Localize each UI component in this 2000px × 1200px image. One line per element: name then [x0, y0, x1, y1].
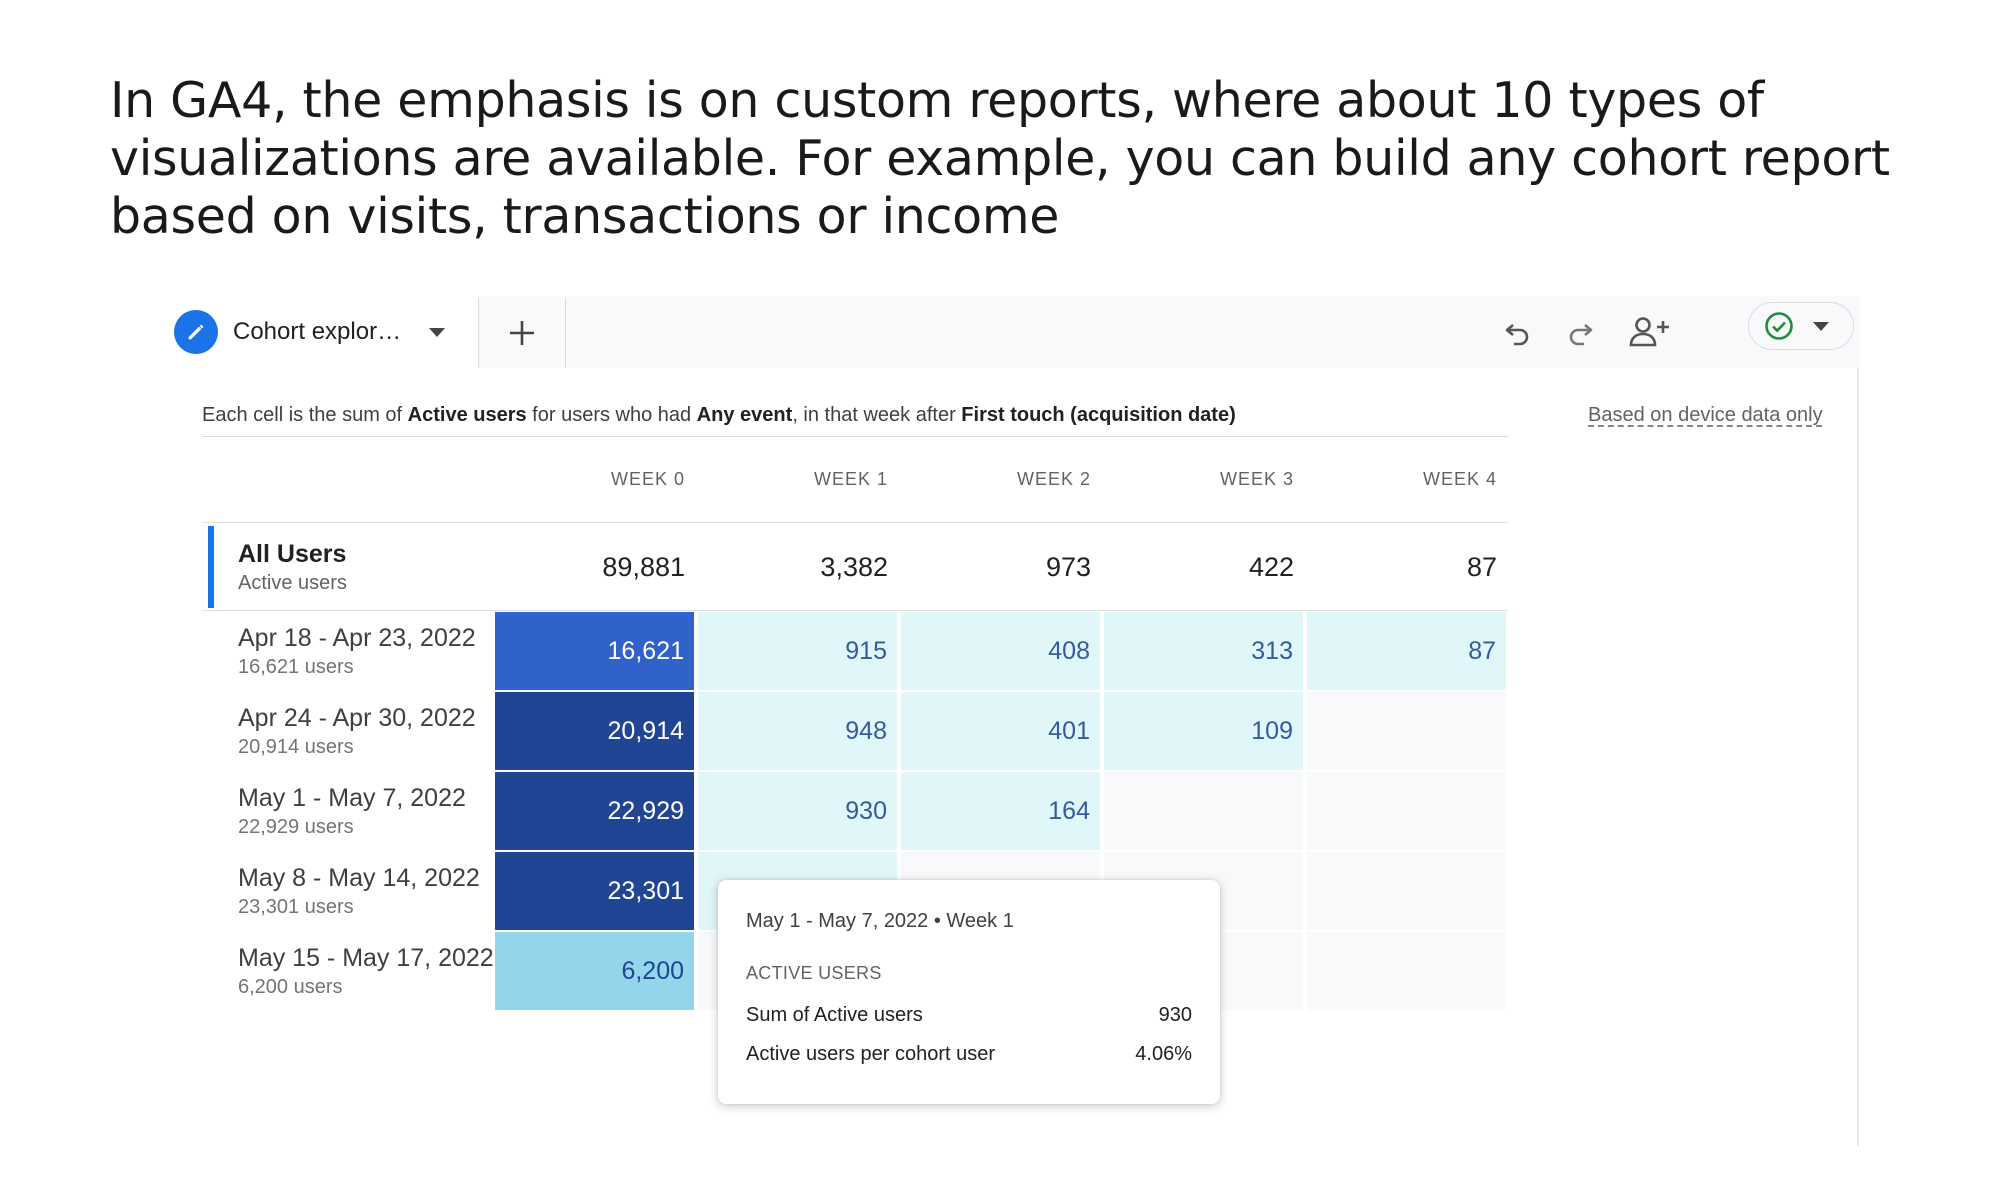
tooltip-row-value: 930: [1158, 1004, 1192, 1026]
caption-metric: Active users: [407, 404, 527, 426]
cohort-cell[interactable]: 401: [901, 692, 1100, 770]
divider: [202, 610, 1508, 611]
tab-title: Cohort explor…: [233, 318, 402, 345]
cohort-cell-empty: [1307, 932, 1506, 1010]
cohort-cell-empty: [1307, 852, 1506, 930]
cohort-cell[interactable]: 109: [1104, 692, 1303, 770]
add-tab-button[interactable]: [478, 298, 566, 368]
selection-indicator: [208, 526, 214, 608]
cohort-cell[interactable]: 16,621: [495, 612, 694, 690]
cohort-exploration-panel: Cohort explor… Each cell is the sum of A…: [170, 296, 1860, 1146]
cohort-users: 16,621 users: [238, 656, 354, 678]
column-header-week-4: WEEK 4: [1422, 469, 1497, 489]
cohort-cell[interactable]: 87: [1307, 612, 1506, 690]
cohort-cell[interactable]: 22,929: [495, 772, 694, 850]
cohort-cell-empty: [1104, 772, 1303, 850]
cohort-cell[interactable]: 930: [698, 772, 897, 850]
caption-event: Any event: [696, 404, 793, 426]
all-users-label: All Users: [238, 540, 347, 568]
cohort-cell[interactable]: 164: [901, 772, 1100, 850]
column-header-week-0: WEEK 0: [610, 469, 685, 489]
divider: [202, 436, 1508, 437]
cohort-label: May 8 - May 14, 2022: [238, 864, 480, 892]
plus-icon: [510, 321, 534, 345]
all-users-metric: Active users: [238, 572, 347, 594]
caption-text: , in that week after: [792, 404, 962, 426]
slide-headline: In GA4, the emphasis is on custom report…: [110, 72, 1890, 245]
cohort-caption: Each cell is the sum of Active users for…: [202, 404, 1236, 427]
cohort-label: May 15 - May 17, 2022: [238, 944, 494, 972]
caption-text: for users who had: [526, 404, 697, 426]
chevron-down-icon: [1813, 321, 1829, 331]
tooltip-title: May 1 - May 7, 2022 • Week 1: [746, 910, 1014, 932]
cohort-cell[interactable]: 20,914: [495, 692, 694, 770]
tooltip-row-value: 4.06%: [1135, 1043, 1192, 1065]
cohort-cell[interactable]: 915: [698, 612, 897, 690]
cohort-label: Apr 24 - Apr 30, 2022: [238, 704, 476, 732]
cohort-cell-empty: [1307, 692, 1506, 770]
total-week-1: 3,382: [820, 552, 888, 582]
cohort-users: 20,914 users: [238, 736, 354, 758]
dropdown-caret-icon[interactable]: [429, 327, 446, 337]
caption-inclusion: First touch (acquisition date): [961, 404, 1236, 426]
cohort-cell[interactable]: 313: [1104, 612, 1303, 690]
cohort-label: Apr 18 - Apr 23, 2022: [238, 624, 476, 652]
redo-icon[interactable]: [1560, 312, 1600, 352]
cohort-cell[interactable]: 408: [901, 612, 1100, 690]
cohort-cell[interactable]: 6,200: [495, 932, 694, 1010]
tab-toolbar: Cohort explor…: [170, 296, 1860, 368]
total-week-0: 89,881: [602, 552, 685, 582]
column-header-week-1: WEEK 1: [813, 469, 888, 489]
device-data-note[interactable]: Based on device data only: [1588, 404, 1823, 426]
divider: [202, 522, 1508, 523]
column-header-week-3: WEEK 3: [1219, 469, 1294, 489]
tooltip-section: ACTIVE USERS: [746, 963, 882, 983]
share-user-icon[interactable]: [1626, 312, 1676, 352]
tooltip-row-label: Sum of Active users: [746, 1004, 923, 1026]
undo-icon[interactable]: [1498, 312, 1538, 352]
column-header-week-2: WEEK 2: [1016, 469, 1091, 489]
cohort-users: 23,301 users: [238, 896, 354, 918]
total-week-3: 422: [1248, 552, 1294, 582]
caption-text: Each cell is the sum of: [202, 404, 408, 426]
cohort-cell-empty: [1307, 772, 1506, 850]
check-circle-icon: [1765, 312, 1793, 340]
total-week-2: 973: [1045, 552, 1091, 582]
cohort-label: May 1 - May 7, 2022: [238, 784, 466, 812]
total-week-4: 87: [1466, 552, 1497, 582]
cohort-users: 22,929 users: [238, 816, 354, 838]
cohort-cell[interactable]: 948: [698, 692, 897, 770]
pencil-icon[interactable]: [174, 310, 218, 354]
cohort-users: 6,200 users: [238, 976, 343, 998]
save-status-menu[interactable]: [1748, 302, 1854, 350]
tooltip-row-label: Active users per cohort user: [746, 1043, 995, 1065]
cell-tooltip: May 1 - May 7, 2022 • Week 1 ACTIVE USER…: [718, 880, 1220, 1104]
cohort-cell[interactable]: 23,301: [495, 852, 694, 930]
tab-cohort-exploration[interactable]: Cohort explor…: [170, 296, 478, 368]
panel-divider: [1857, 368, 1859, 1146]
